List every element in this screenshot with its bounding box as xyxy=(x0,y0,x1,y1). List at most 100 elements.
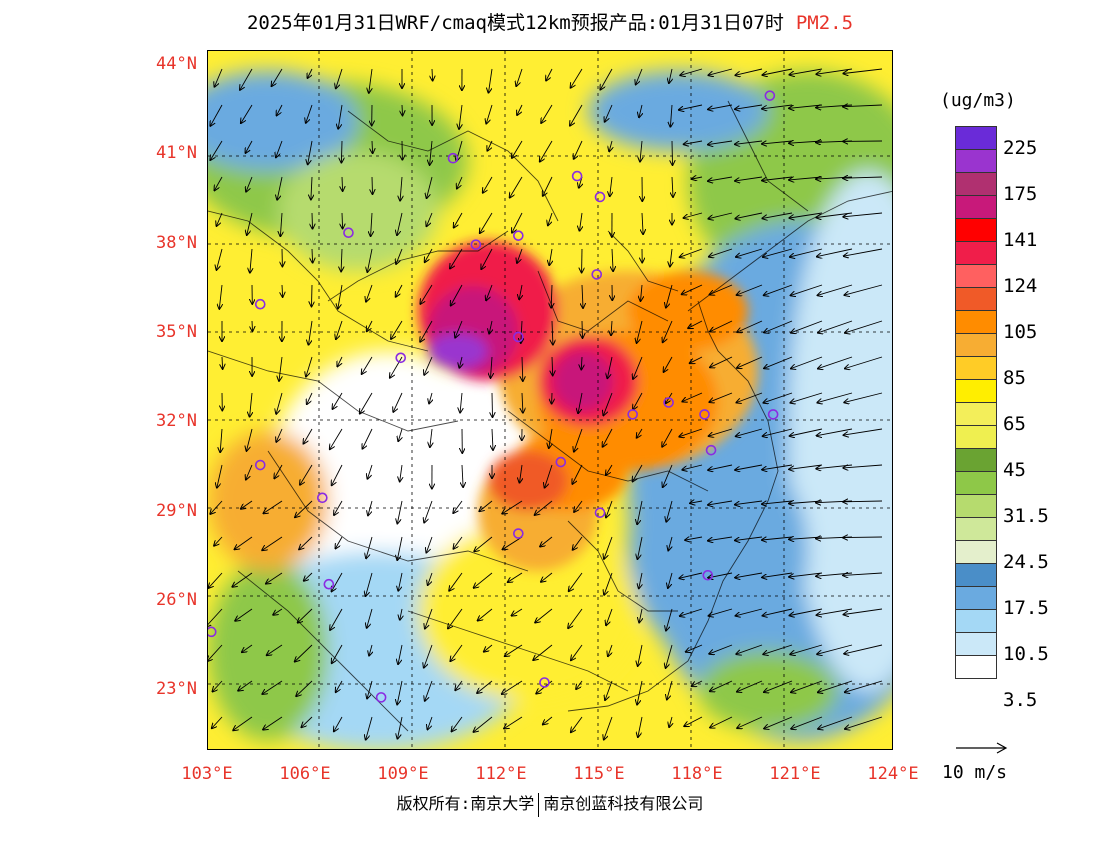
wind-vector xyxy=(491,356,493,378)
wind-vector xyxy=(570,104,583,126)
city-marker xyxy=(513,230,524,241)
wind-vector xyxy=(672,176,673,197)
wind-vector xyxy=(762,464,793,470)
wind-vector xyxy=(710,320,733,332)
wind-vector xyxy=(606,500,613,517)
wind-vector xyxy=(369,68,373,93)
legend-label: 175 xyxy=(1003,183,1038,205)
wind-vector xyxy=(393,392,403,412)
legend-color-swatch xyxy=(955,586,997,609)
wind-vector xyxy=(240,68,253,90)
wind-vector xyxy=(487,140,493,151)
wind-vector xyxy=(735,176,763,181)
wind-vector xyxy=(735,104,763,109)
wind-vector xyxy=(633,392,643,409)
wind-vector xyxy=(241,500,253,509)
wind-vector xyxy=(503,536,523,549)
wind-vector xyxy=(276,428,283,442)
wind-vector xyxy=(604,572,613,595)
wind-vector xyxy=(543,176,553,196)
wind-vector xyxy=(427,176,433,198)
wind-vector xyxy=(605,680,613,700)
wind-vector xyxy=(710,680,733,691)
wind-vector xyxy=(605,104,613,122)
wind-vector xyxy=(308,140,313,164)
wind-vector xyxy=(428,572,433,585)
wind-vector xyxy=(232,572,253,587)
wind-vector xyxy=(400,176,402,201)
wind-vector xyxy=(489,68,493,93)
wind-vector xyxy=(540,140,553,162)
city-marker xyxy=(254,298,266,310)
wind-vector xyxy=(686,644,703,652)
wind-vector xyxy=(818,320,853,333)
wind-vector xyxy=(607,356,613,378)
wind-vector xyxy=(397,536,403,560)
wind-vector xyxy=(545,464,553,488)
wind-vector xyxy=(763,644,793,654)
wind-vector xyxy=(262,536,283,550)
wind-vector xyxy=(543,716,553,724)
city-marker xyxy=(395,352,407,364)
wind-vector xyxy=(512,140,523,158)
wind-vector xyxy=(483,176,493,193)
wind-vector xyxy=(574,428,583,452)
wind-vector xyxy=(764,680,793,692)
city-marker xyxy=(323,578,335,590)
wind-vector xyxy=(571,716,583,732)
wind-vector xyxy=(736,644,763,654)
legend-color-swatch xyxy=(955,632,997,655)
wind-vector xyxy=(843,177,883,178)
legend-label: 3.5 xyxy=(1003,689,1038,711)
wind-vector xyxy=(220,428,222,452)
wind-vector xyxy=(843,573,883,575)
wind-vector xyxy=(453,500,463,513)
wind-vector xyxy=(552,356,553,375)
wind-vector xyxy=(666,500,673,522)
wind-vector xyxy=(844,644,883,654)
wind-vector xyxy=(242,644,253,652)
wind-vector xyxy=(541,572,553,582)
latitude-label: 32°N xyxy=(156,411,197,432)
wind-vector xyxy=(302,716,313,727)
wind-vector xyxy=(818,716,853,729)
wind-vector xyxy=(642,212,643,234)
wind-vector xyxy=(367,320,373,331)
wind-vector xyxy=(666,608,673,631)
wind-vector xyxy=(708,104,733,109)
wind-vector xyxy=(308,68,313,78)
wind-vector xyxy=(606,608,613,625)
latitude-label: 44°N xyxy=(156,53,197,74)
wind-reference-label: 10 m/s xyxy=(942,762,1008,783)
wind-vector xyxy=(710,716,733,728)
city-marker xyxy=(571,170,583,182)
wind-vector xyxy=(535,500,553,515)
wind-vector xyxy=(400,464,402,481)
wind-vector xyxy=(709,248,733,257)
wind-vector xyxy=(600,68,613,90)
legend-color-swatch xyxy=(955,310,997,333)
wind-vector xyxy=(690,501,703,503)
wind-vector xyxy=(480,212,493,233)
wind-vector xyxy=(736,248,763,257)
wind-vector xyxy=(247,212,253,235)
wind-vector xyxy=(367,680,373,698)
map-canvas xyxy=(208,51,892,749)
latitude-label: 26°N xyxy=(156,590,197,611)
wind-vector xyxy=(639,608,642,622)
wind-vector xyxy=(402,104,403,115)
latitude-label: 23°N xyxy=(156,679,197,700)
wind-vector xyxy=(341,140,342,163)
wind-vector xyxy=(366,284,373,302)
wind-vector xyxy=(522,356,523,381)
wind-vector xyxy=(277,104,283,115)
wind-vector xyxy=(396,284,403,297)
forecast-map[interactable] xyxy=(207,50,893,750)
wind-vector xyxy=(571,68,583,88)
wind-vector xyxy=(692,177,703,179)
legend-color-swatch xyxy=(955,264,997,287)
wind-vector xyxy=(581,356,582,369)
wind-vector xyxy=(449,572,463,591)
wind-vector xyxy=(209,572,223,588)
wind-vector xyxy=(508,572,523,582)
